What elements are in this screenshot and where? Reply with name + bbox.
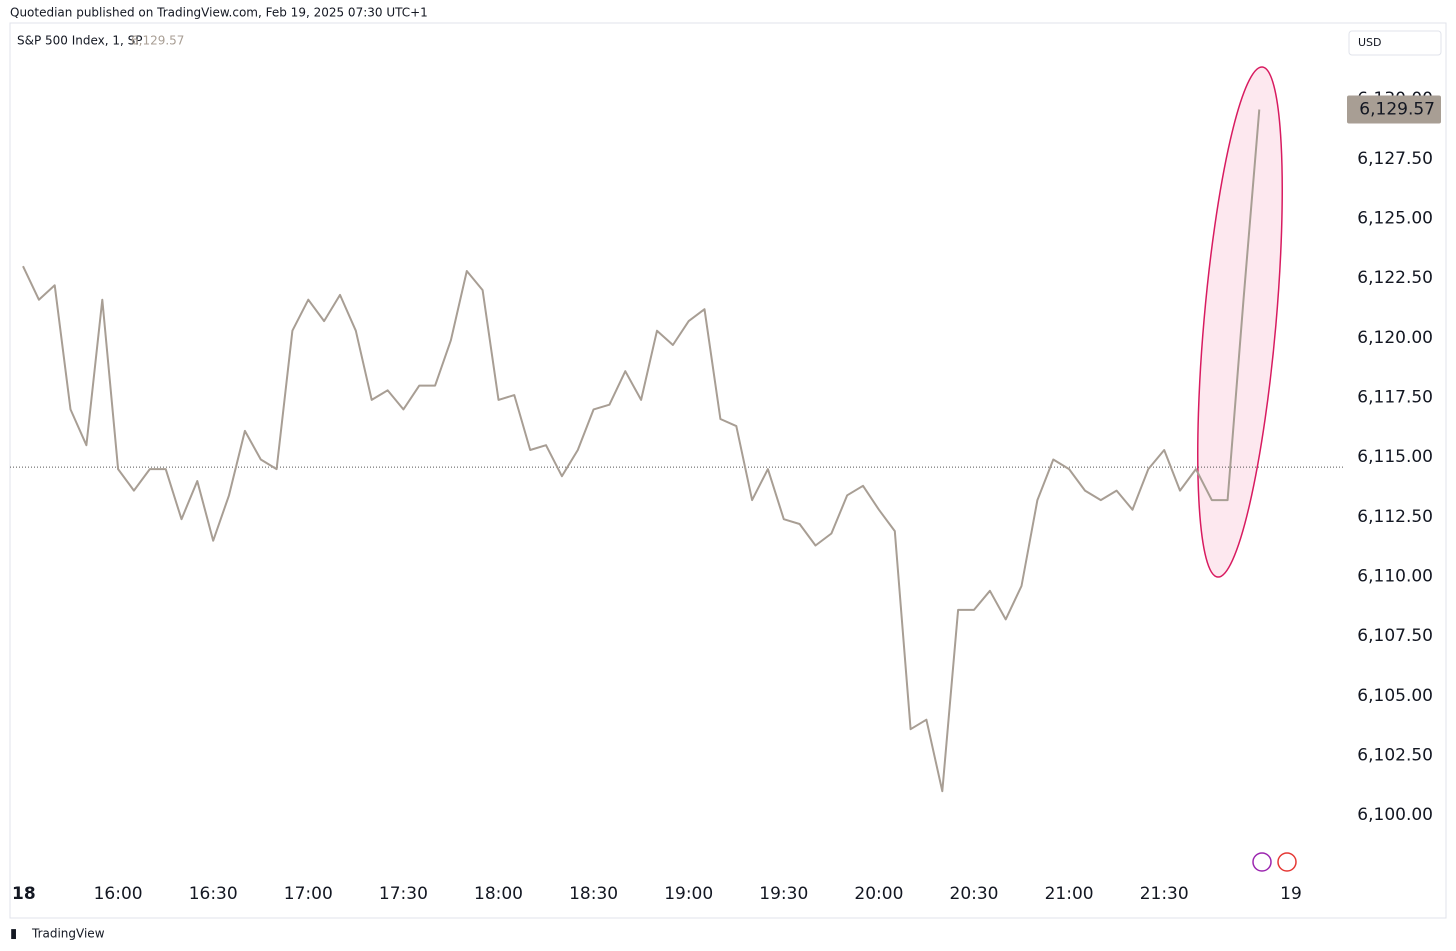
highlight [1197, 66, 1283, 578]
y-tick-label: 6,110.00 [1357, 566, 1433, 586]
legend-title: S&P 500 Index, 1, SP [17, 34, 143, 48]
x-tick-label: 18:00 [474, 884, 523, 904]
currency[interactable]: USD [1358, 36, 1382, 49]
x-tick-label: 18:30 [569, 884, 618, 904]
legend-value: 6,129.57 [131, 34, 184, 48]
x-tick-label: 21:30 [1140, 884, 1189, 904]
footer: TradingView [31, 927, 105, 941]
x-tick-label: 16:00 [94, 884, 143, 904]
x-tick-label: 20:00 [854, 884, 903, 904]
y-tick-label: 6,125.00 [1357, 209, 1433, 229]
x-tick-label: 17:00 [284, 884, 333, 904]
price-line [22, 109, 1261, 793]
y-tick-label: 6,127.50 [1357, 149, 1433, 169]
y-tick-label: 6,120.00 [1357, 328, 1433, 348]
chart-frame [9, 22, 1447, 919]
y-tick-label: 6,102.50 [1357, 745, 1433, 765]
icon-flash[interactable] [1252, 852, 1272, 872]
y-tick-label: 6,107.50 [1357, 626, 1433, 646]
x-tick-label: 18 [12, 884, 36, 904]
header: Quotedian published on TradingView.com, … [10, 6, 428, 20]
y-tick-label: 6,100.00 [1357, 805, 1433, 825]
x-tick-label: 20:30 [950, 884, 999, 904]
y-tick-label: 6,112.50 [1357, 507, 1433, 527]
x-tick-label: 16:30 [189, 884, 238, 904]
plot: 6,100.00 6,102.50 6,105.00 6,107.50 6,110.00… [10, 89, 1441, 904]
x-tick-label: 19:30 [759, 884, 808, 904]
y-tick-label: 6,117.50 [1357, 388, 1433, 408]
y-tick-label: 6,115.00 [1357, 447, 1433, 467]
y-tick-label: 6,105.00 [1357, 686, 1433, 706]
x-tick-label: 19:00 [664, 884, 713, 904]
last-price-badge [1347, 95, 1441, 124]
last-price-label: 6,129.57 [1359, 99, 1435, 119]
currency-box[interactable] [1348, 30, 1442, 56]
icon-flag[interactable] [1277, 852, 1297, 872]
x-tick-label: 21:00 [1045, 884, 1094, 904]
x-tick-label: 19 [1280, 884, 1302, 904]
footer-logo: ▮ [10, 927, 17, 942]
x-tick-label: 17:30 [379, 884, 428, 904]
y-tick-label: 6,122.50 [1357, 268, 1433, 288]
